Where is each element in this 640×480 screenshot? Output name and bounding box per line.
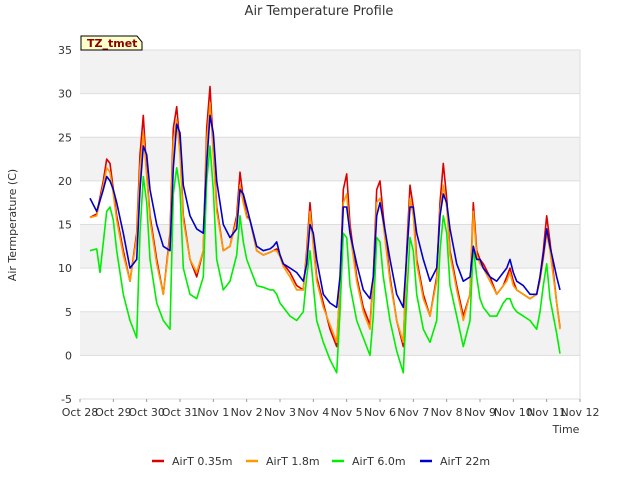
x-tick-label: Nov 8 [431,406,463,419]
series-line-4 [89,114,561,309]
x-tick-label: Nov 5 [331,406,363,419]
plot-band [80,137,580,181]
x-tick-label: Nov 7 [397,406,429,419]
x-axis-title: Time [552,423,580,436]
x-tick-label: Oct 30 [128,406,165,419]
x-tick-label: Nov 11 [527,406,566,419]
legend-label: AirT 0.35m [172,455,233,468]
x-tick-label: Nov 1 [197,406,229,419]
y-tick-label: 35 [58,44,72,57]
x-tick-label: Nov 4 [297,406,329,419]
x-tick-label: Oct 29 [95,406,132,419]
y-tick-label: 5 [65,306,72,319]
y-tick-label: 10 [58,262,72,275]
legend: AirT 0.35m AirT 1.8m AirT 6.0m AirT 22m [152,455,490,468]
legend-label: AirT 1.8m [266,455,320,468]
y-tick-label: 30 [58,88,72,101]
y-axis-ticks: -5 0 5 10 15 20 25 30 35 [58,44,72,406]
chart-title: Air Temperature Profile [245,4,394,19]
gridlines [80,49,581,400]
series-lines [89,85,561,374]
y-tick-label: 15 [58,219,72,232]
x-tick-label: Nov 6 [364,406,396,419]
plot-band [80,311,580,356]
legend-label: AirT 6.0m [352,455,406,468]
x-tick-label: Nov 9 [464,406,496,419]
x-tick-label: Nov 10 [494,406,533,419]
tz-badge-label: TZ_tmet [87,37,137,50]
y-tick-label: 25 [58,131,72,144]
legend-label: AirT 22m [440,455,490,468]
y-tick-label: 0 [65,349,72,362]
plot-band [80,50,580,94]
x-tick-label: Nov 12 [561,406,600,419]
x-tick-label: Nov 3 [264,406,296,419]
x-tick-label: Oct 31 [162,406,199,419]
y-axis-title: Air Termperature (C) [6,169,19,281]
x-tick-label: Oct 28 [62,406,99,419]
y-tick-label: 20 [58,175,72,188]
series-line-3 [89,145,561,374]
y-tick-label: -5 [61,393,72,406]
tz-badge: TZ_tmet [80,35,143,51]
x-tick-label: Nov 2 [231,406,263,419]
